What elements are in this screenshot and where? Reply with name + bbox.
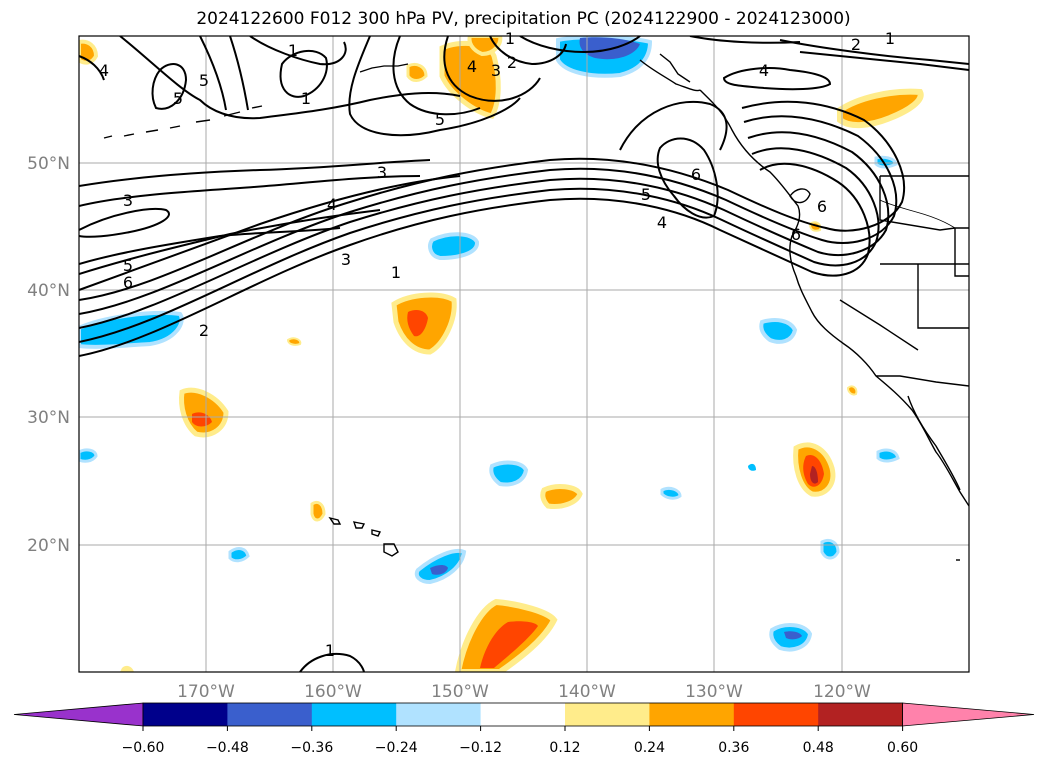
contour-label: 3 <box>341 250 351 269</box>
contour-label: 1 <box>325 641 335 660</box>
colorbar-tick-label: 0.60 <box>887 740 918 756</box>
precip-blob <box>876 448 900 463</box>
lon-axis: 170°W 160°W 150°W 140°W 130°W 120°W <box>177 682 871 702</box>
precip-blob <box>428 232 479 261</box>
contour-label: 5 <box>435 110 445 129</box>
colorbar-tick-label: 0.48 <box>803 740 834 756</box>
lat-label: 20°N <box>27 536 70 556</box>
lat-label: 30°N <box>27 408 70 428</box>
precip-blob <box>480 621 538 668</box>
pv-contours <box>79 36 969 672</box>
lon-label: 170°W <box>177 682 235 702</box>
colorbar-extension-high <box>902 702 1035 727</box>
colorbar-extension-low <box>13 702 144 727</box>
precip-blob <box>406 62 428 82</box>
contour-label: 6 <box>123 273 133 292</box>
precip-blob <box>489 460 529 487</box>
map-title: 2024122600 F012 300 hPa PV, precipitatio… <box>196 9 851 29</box>
coastlines <box>103 53 969 561</box>
contour-label: 2 <box>199 321 209 340</box>
contour-label: 6 <box>691 165 701 184</box>
precip-blob <box>810 466 818 484</box>
colorbar-segment <box>733 703 819 726</box>
lon-label: 140°W <box>558 682 616 702</box>
lon-label: 150°W <box>431 682 489 702</box>
contour-label: 4 <box>99 61 109 80</box>
contour-label: 5 <box>123 256 133 275</box>
contour-label: 3 <box>491 61 501 80</box>
precip-blob <box>846 385 858 396</box>
colorbar-ticks: −0.60 −0.48 −0.36 −0.24 −0.12 0.12 0.24 0.36 0.4… <box>122 726 918 756</box>
colorbar-tick-label: 0.36 <box>718 740 749 756</box>
colorbar-tick-label: 0.12 <box>549 740 580 756</box>
colorbar-segment <box>311 703 397 726</box>
colorbar-tick-label: −0.24 <box>375 740 418 756</box>
contour-label: 6 <box>791 225 801 244</box>
colorbar-segment <box>143 703 228 726</box>
contour-label: 2 <box>851 35 861 54</box>
precip-blob <box>407 310 428 337</box>
colorbar-segment <box>649 703 735 726</box>
colorbar-segment <box>565 703 650 726</box>
contour-label: 1 <box>288 41 298 60</box>
precip-blob <box>430 565 448 575</box>
precip-blob <box>759 318 798 344</box>
colorbar-tick-label: −0.36 <box>290 740 333 756</box>
precip-blob <box>310 500 326 522</box>
lat-axis: 50°N 40°N 30°N 20°N <box>27 154 70 556</box>
map-frame <box>78 35 970 673</box>
precip-blob <box>228 547 250 563</box>
precip-blob <box>837 88 924 128</box>
colorbar-tick-label: −0.60 <box>122 740 165 756</box>
contour-label: 2 <box>507 53 517 72</box>
lon-label: 160°W <box>304 682 362 702</box>
colorbar-segment <box>227 703 313 726</box>
precip-blob <box>540 484 583 509</box>
precip-blob <box>120 665 134 672</box>
contour-label: 3 <box>123 191 133 210</box>
contour-label: 6 <box>817 197 827 216</box>
contour-label: 1 <box>885 29 895 48</box>
contour-label: 4 <box>467 57 477 76</box>
colorbar-tick-label: 0.24 <box>634 740 665 756</box>
contour-label: 1 <box>391 263 401 282</box>
precip-blob <box>179 387 229 438</box>
colorbar-tick-label: −0.48 <box>206 740 249 756</box>
precip-blob <box>784 631 802 640</box>
lon-label: 130°W <box>685 682 743 702</box>
precipitation-shading <box>79 36 924 672</box>
contour-label: 1 <box>505 29 515 48</box>
precip-blob <box>286 337 302 346</box>
colorbar-segment <box>818 703 904 726</box>
contour-label: 5 <box>173 89 183 108</box>
contour-label: 3 <box>377 163 387 182</box>
precip-blob <box>748 463 756 471</box>
contour-label: 4 <box>759 61 769 80</box>
colorbar-tick-label: −0.12 <box>459 740 502 756</box>
gridlines <box>79 36 969 672</box>
precip-blob <box>660 486 682 500</box>
contour-label: 1 <box>301 89 311 108</box>
colorbar <box>13 702 1035 727</box>
contour-label: 4 <box>327 195 337 214</box>
lat-label: 50°N <box>27 154 70 174</box>
contour-label: 4 <box>657 213 667 232</box>
precip-blob <box>79 448 98 463</box>
colorbar-segment <box>396 703 482 726</box>
colorbar-segment <box>480 703 566 726</box>
contour-label: 5 <box>199 71 209 90</box>
lon-label: 120°W <box>813 682 871 702</box>
colorbar-frame <box>142 702 903 727</box>
contour-label: 5 <box>641 185 651 204</box>
precip-blob <box>820 538 840 560</box>
lat-label: 40°N <box>27 281 70 301</box>
precip-blob <box>192 412 212 427</box>
